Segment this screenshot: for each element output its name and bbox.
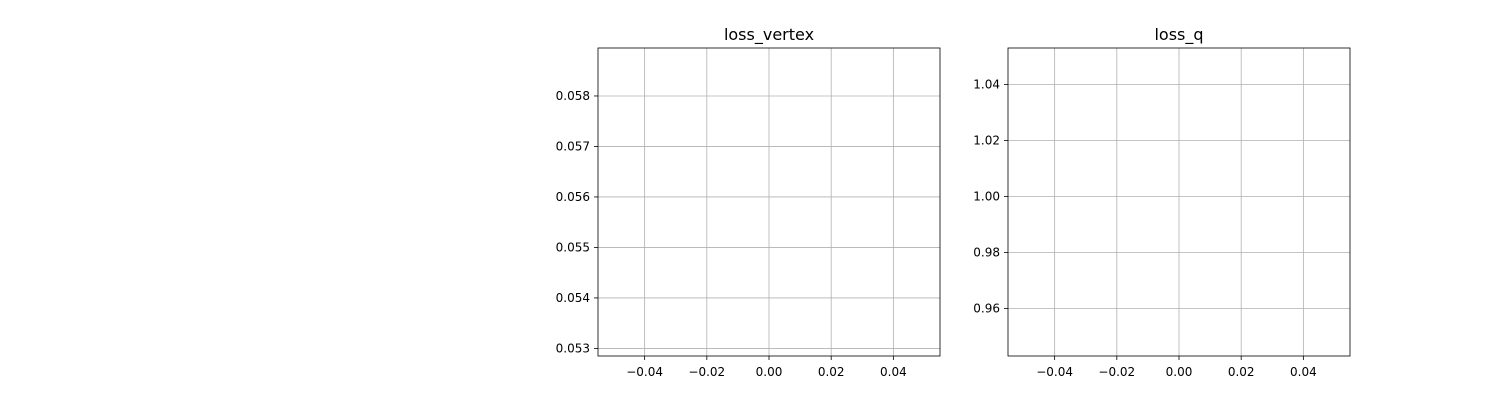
x-tick-label: 0.04 xyxy=(880,365,907,379)
y-tick-label: 0.056 xyxy=(556,190,590,204)
x-tick-label: −0.02 xyxy=(1098,365,1135,379)
y-tick-label: 0.96 xyxy=(973,301,1000,315)
x-tick-label: −0.04 xyxy=(1036,365,1073,379)
y-tick-label: 0.057 xyxy=(556,139,590,153)
x-tick-label: −0.02 xyxy=(688,365,725,379)
x-tick-label: 0.02 xyxy=(818,365,845,379)
x-tick-label: 0.00 xyxy=(1166,365,1193,379)
y-tick-label: 0.053 xyxy=(556,341,590,355)
y-tick-label: 0.055 xyxy=(556,240,590,254)
y-tick-label: 1.00 xyxy=(973,189,1000,203)
y-tick-label: 1.02 xyxy=(973,133,1000,147)
chart-loss-q: −0.04 −0.02 0.00 0.02 0.04 0.96 0.98 1.00 1.02 1.… xyxy=(973,25,1351,379)
chart-title: loss_vertex xyxy=(724,25,814,45)
x-tick-label: 0.04 xyxy=(1290,365,1317,379)
y-tick-label: 0.98 xyxy=(973,245,1000,259)
x-tick-label: −0.04 xyxy=(626,365,663,379)
y-tick-label: 0.058 xyxy=(556,89,590,103)
chart-loss-vertex: −0.04 −0.02 0.00 0.02 0.04 0.053 0.054 0.055 0.0… xyxy=(556,25,941,379)
chart-title: loss_q xyxy=(1154,25,1203,45)
y-tick-label: 1.04 xyxy=(973,77,1000,91)
y-tick-label: 0.054 xyxy=(556,291,590,305)
x-tick-label: 0.00 xyxy=(756,365,783,379)
x-tick-label: 0.02 xyxy=(1228,365,1255,379)
